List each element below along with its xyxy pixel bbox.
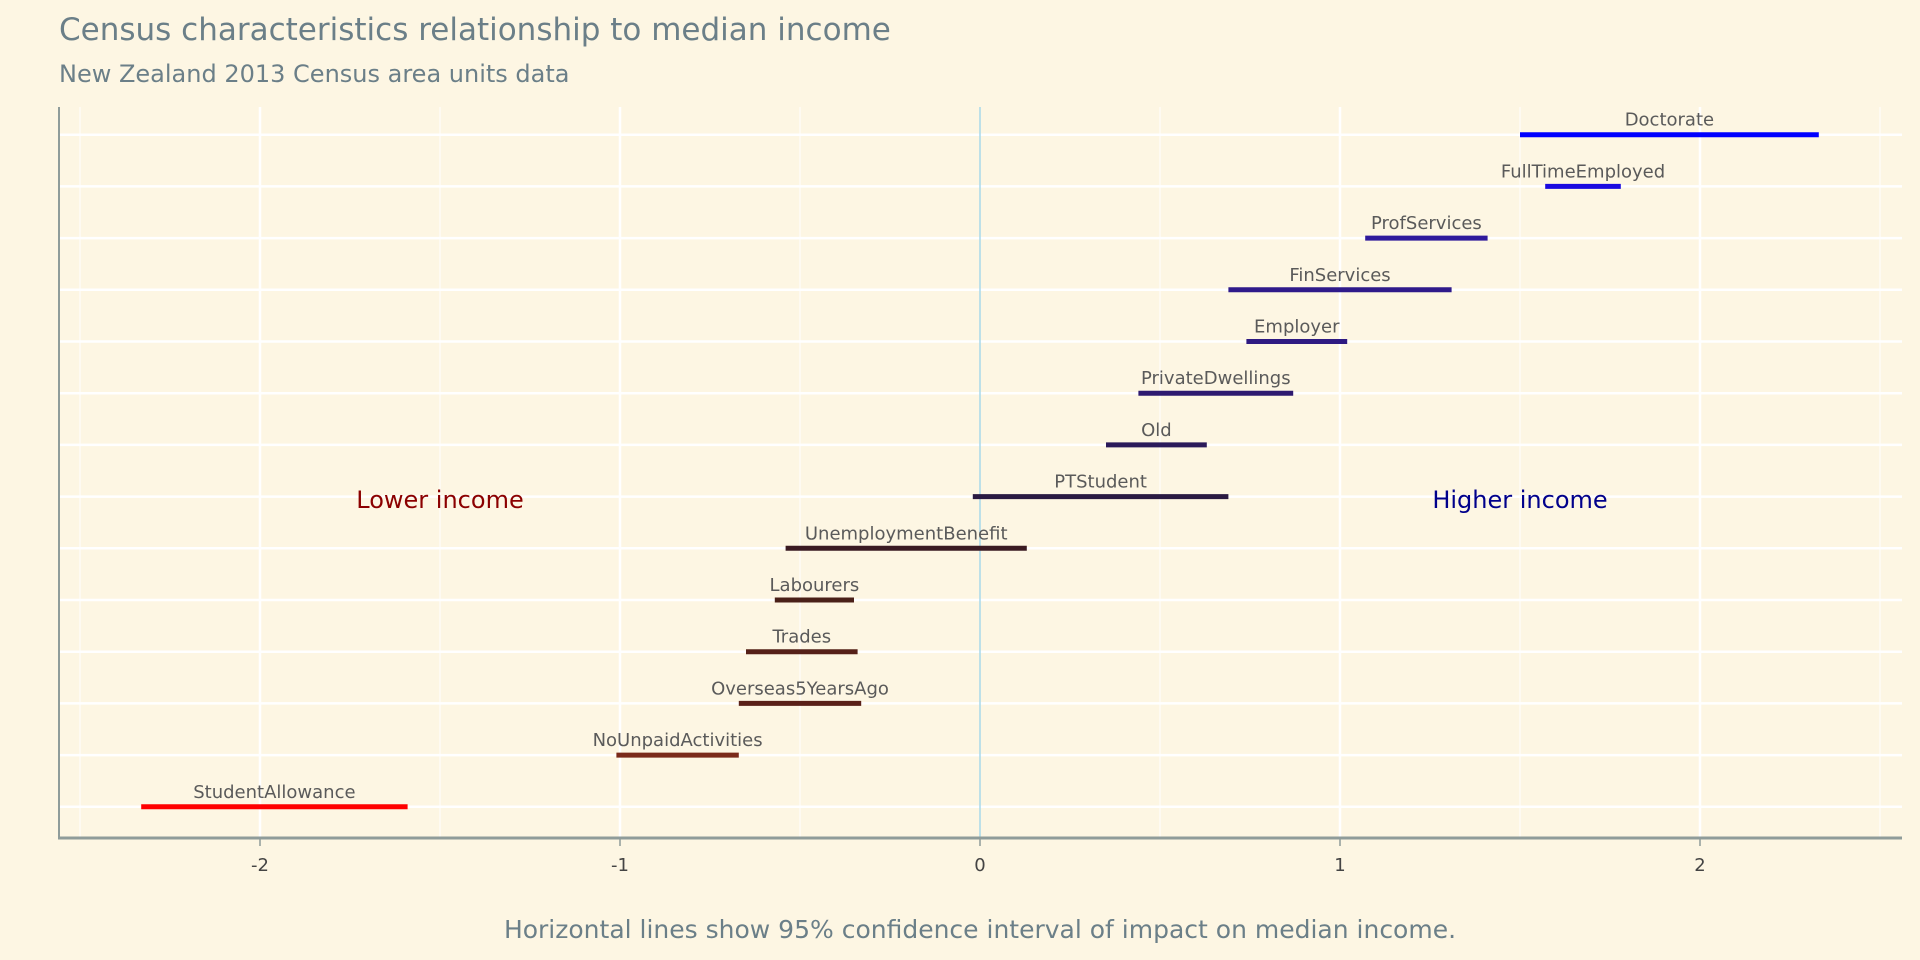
interval-label: Old — [1141, 420, 1172, 441]
x-tick-label: 0 — [974, 855, 985, 876]
chart-subtitle: New Zealand 2013 Census area units data — [59, 60, 569, 88]
interval-label: ProfServices — [1371, 213, 1482, 234]
x-tick-label: -2 — [251, 855, 269, 876]
interval-label: NoUnpaidActivities — [593, 730, 763, 751]
interval-label: PrivateDwellings — [1141, 368, 1291, 389]
annotations: Lower income Higher income — [356, 486, 1607, 514]
interval-label: PTStudent — [1054, 472, 1147, 493]
x-tick-label: -1 — [611, 855, 629, 876]
interval-label: Overseas5YearsAgo — [711, 678, 889, 699]
interval-label: FullTimeEmployed — [1501, 161, 1665, 182]
gridlines — [59, 107, 1902, 838]
chart-title: Census characteristics relationship to m… — [59, 12, 891, 48]
interval-label: UnemploymentBenefit — [805, 523, 1008, 544]
interval-label: Employer — [1254, 317, 1340, 338]
annotation-label: Lower income — [356, 486, 523, 514]
chart-caption: Horizontal lines show 95% confidence int… — [504, 915, 1456, 944]
annotation-label: Higher income — [1432, 486, 1607, 514]
interval-label: Labourers — [770, 575, 860, 596]
interval-lines: Doctorate FullTimeEmployed ProfServices Fin… — [141, 110, 1819, 810]
x-tick-label: 2 — [1694, 855, 1705, 876]
interval-label: StudentAllowance — [193, 782, 355, 803]
x-tick-label: 1 — [1334, 855, 1345, 876]
interval-label: FinServices — [1289, 265, 1390, 286]
interval-label: Doctorate — [1625, 110, 1714, 131]
interval-label: Trades — [771, 627, 831, 648]
x-axis-ticks: -2 -1 0 1 2 — [251, 838, 1706, 876]
